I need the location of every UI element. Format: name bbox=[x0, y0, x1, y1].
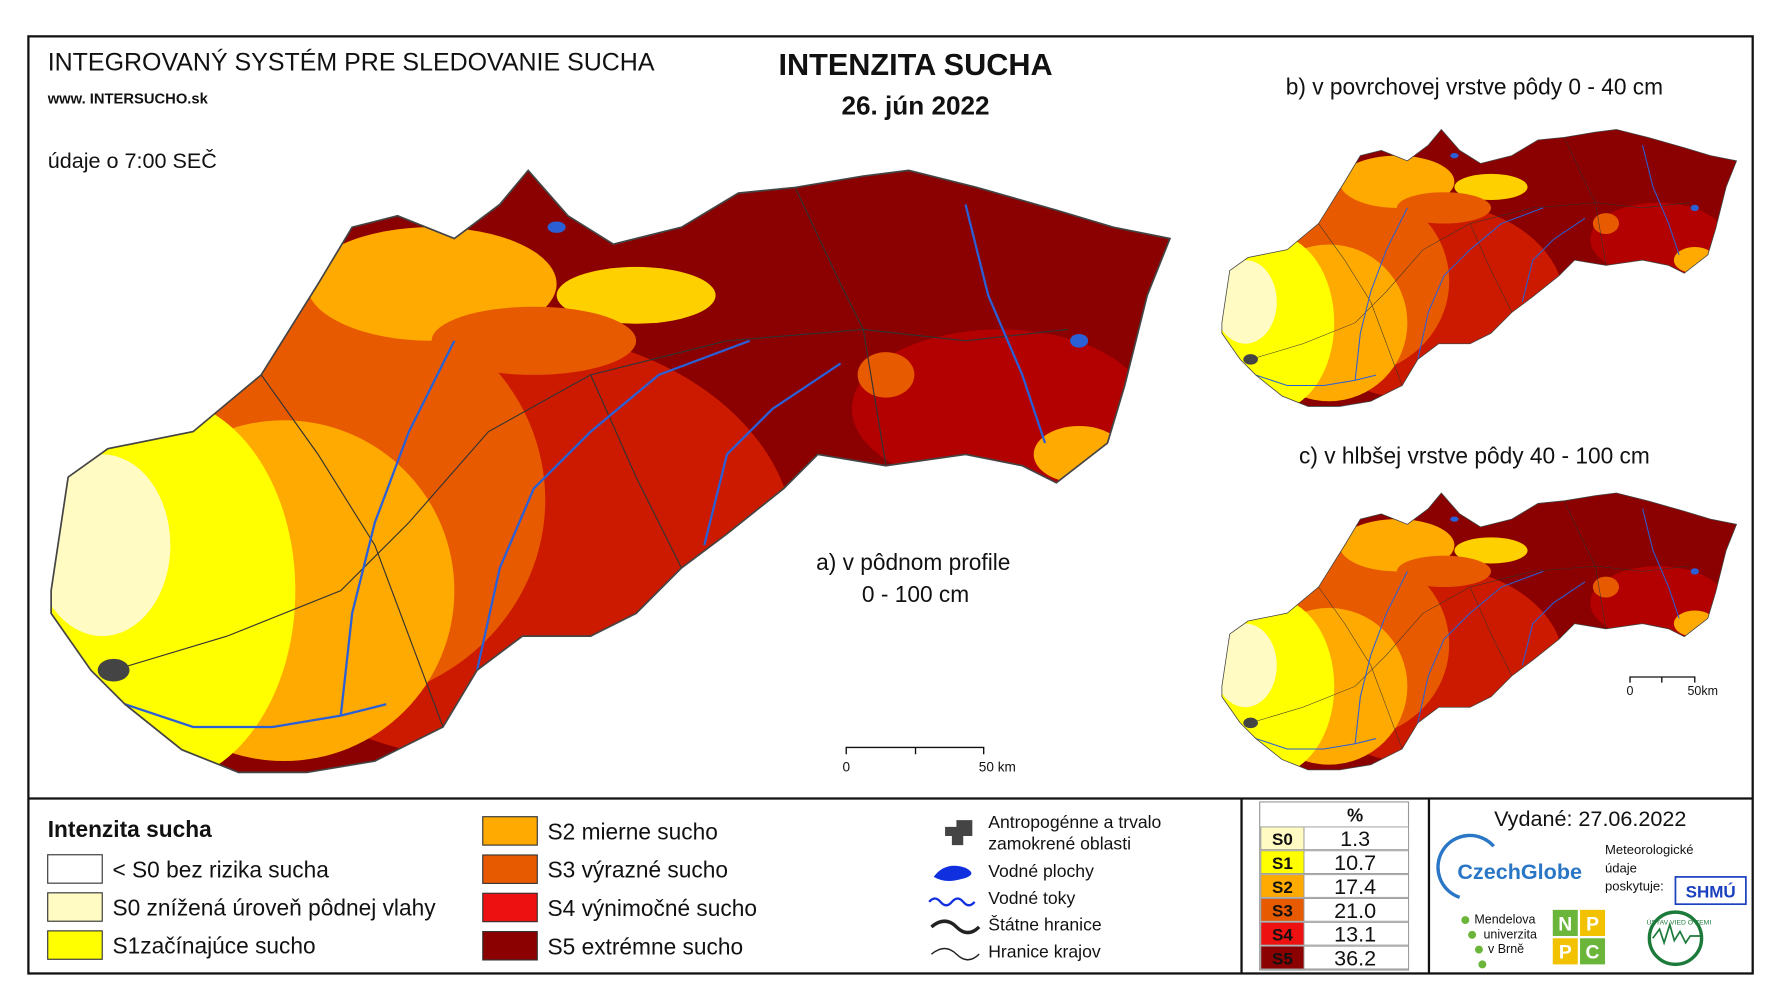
feature-label: zamokrené oblasti bbox=[988, 834, 1131, 854]
map-label: c) v hlbšej vrstve pôdy 40 - 100 cm bbox=[1299, 442, 1650, 468]
legend: < S0 bez rizika sucha S0 znížená úroveň p… bbox=[47, 816, 757, 961]
legend-label: S1začínajúce sucho bbox=[112, 933, 315, 959]
map-label: 0 - 100 cm bbox=[862, 581, 969, 607]
legend-label: S4 výnimočné sucho bbox=[548, 895, 757, 921]
legend-swatch bbox=[482, 930, 538, 961]
table-header: % bbox=[1347, 805, 1363, 825]
mendel-dots bbox=[1461, 916, 1487, 969]
class-label: S4 bbox=[1272, 926, 1293, 945]
nppc-letter: P bbox=[1586, 914, 1599, 935]
uvz-ring bbox=[1647, 910, 1704, 967]
class-label: S5 bbox=[1272, 949, 1293, 968]
feature-label: Hranice krajov bbox=[988, 942, 1101, 962]
feature-label: Vodné toky bbox=[988, 888, 1075, 908]
website: www. INTERSUCHO.sk bbox=[47, 91, 209, 107]
nppc-letter: C bbox=[1586, 943, 1600, 964]
meteo-text: poskytuje: bbox=[1605, 879, 1664, 894]
class-label: S0 bbox=[1272, 830, 1293, 849]
meteo-text: údaje bbox=[1605, 860, 1637, 875]
system-name: INTEGROVANÝ SYSTÉM PRE SLEDOVANIE SUCHA bbox=[48, 47, 655, 76]
value-cell bbox=[1303, 921, 1409, 946]
mendel-text: univerzita bbox=[1483, 927, 1536, 941]
nppc-letter: P bbox=[1559, 943, 1572, 964]
scale-label: 50 km bbox=[979, 759, 1016, 774]
feature-label: Vodné plochy bbox=[988, 861, 1094, 881]
scale-bar bbox=[1629, 676, 1696, 683]
meteo-text: Meteorologické bbox=[1605, 842, 1693, 857]
value-cell bbox=[1303, 874, 1409, 898]
mendel-text: Mendelova bbox=[1474, 912, 1535, 926]
shmu-box bbox=[1674, 876, 1747, 906]
feature-label: Štátne hranice bbox=[988, 913, 1101, 934]
nppc-cell bbox=[1552, 909, 1578, 936]
percent-value: 13.1 bbox=[1334, 922, 1376, 947]
stats-table: % S0 1.3 S1 10.7 S2 17.4 S3 21.0 S4 13.1 S5 36.2 bbox=[1259, 801, 1410, 971]
mendel-text: v Brně bbox=[1488, 942, 1524, 956]
percent-value: 17.4 bbox=[1334, 874, 1376, 899]
class-label: S1 bbox=[1272, 854, 1293, 873]
uvz-wave bbox=[1652, 921, 1702, 946]
legend-swatch bbox=[47, 930, 103, 960]
legend-swatch bbox=[482, 854, 538, 884]
class-label: S3 bbox=[1272, 902, 1293, 921]
percent-value: 10.7 bbox=[1334, 850, 1376, 875]
feature-label: Antropogénne a trvalo bbox=[988, 812, 1161, 832]
value-cell bbox=[1303, 850, 1409, 874]
nppc-cell bbox=[1552, 938, 1578, 965]
legend-swatch bbox=[482, 892, 538, 923]
scale-label: 0 bbox=[1627, 684, 1634, 698]
date: 26. jún 2022 bbox=[842, 91, 990, 121]
legend-label: < S0 bez rizika sucha bbox=[112, 856, 329, 882]
nppc-logo: N PP C bbox=[1552, 909, 1606, 965]
value-cell bbox=[1303, 826, 1409, 851]
czechglobe-logo: CzechGlobe bbox=[1457, 859, 1582, 884]
legend-swatch bbox=[482, 816, 538, 846]
feature-icons bbox=[928, 820, 981, 961]
percent-value: 36.2 bbox=[1334, 946, 1376, 971]
issued-date: Vydané: 27.06.2022 bbox=[1494, 806, 1686, 831]
map-label: b) v povrchovej vrstve pôdy 0 - 40 cm bbox=[1286, 73, 1663, 99]
czechglobe-arc bbox=[1436, 833, 1495, 899]
shmu-logo: SHMÚ bbox=[1686, 882, 1736, 901]
nppc-cell bbox=[1580, 938, 1606, 965]
legend-label: S0 znížená úroveň pôdnej vlahy bbox=[112, 895, 436, 921]
legend-swatch bbox=[47, 854, 103, 884]
title: INTENZITA SUCHA bbox=[778, 48, 1052, 82]
map-label: a) v pôdnom profile bbox=[816, 549, 1010, 575]
nppc-cell bbox=[1580, 909, 1606, 936]
scale-label: 0 bbox=[842, 759, 850, 774]
legend-title: Intenzita sucha bbox=[48, 816, 212, 842]
value-cell bbox=[1303, 945, 1409, 970]
class-label: S2 bbox=[1272, 878, 1293, 897]
percent-value: 21.0 bbox=[1334, 898, 1376, 923]
legend-swatch bbox=[47, 892, 103, 922]
legend-label: S5 extrémne sucho bbox=[548, 933, 744, 959]
percent-value: 1.3 bbox=[1340, 826, 1370, 851]
time-note: údaje o 7:00 SEČ bbox=[48, 148, 217, 173]
uvz-text: ÚSTAV VIED O ZEMI bbox=[1647, 918, 1712, 927]
legend-label: S2 mierne sucho bbox=[548, 818, 718, 844]
scale-bar bbox=[845, 746, 985, 755]
nppc-letter: N bbox=[1558, 914, 1572, 935]
value-cell bbox=[1303, 898, 1409, 922]
legend-label: S3 výrazné sucho bbox=[548, 857, 728, 883]
scale-label: 50km bbox=[1687, 684, 1718, 698]
